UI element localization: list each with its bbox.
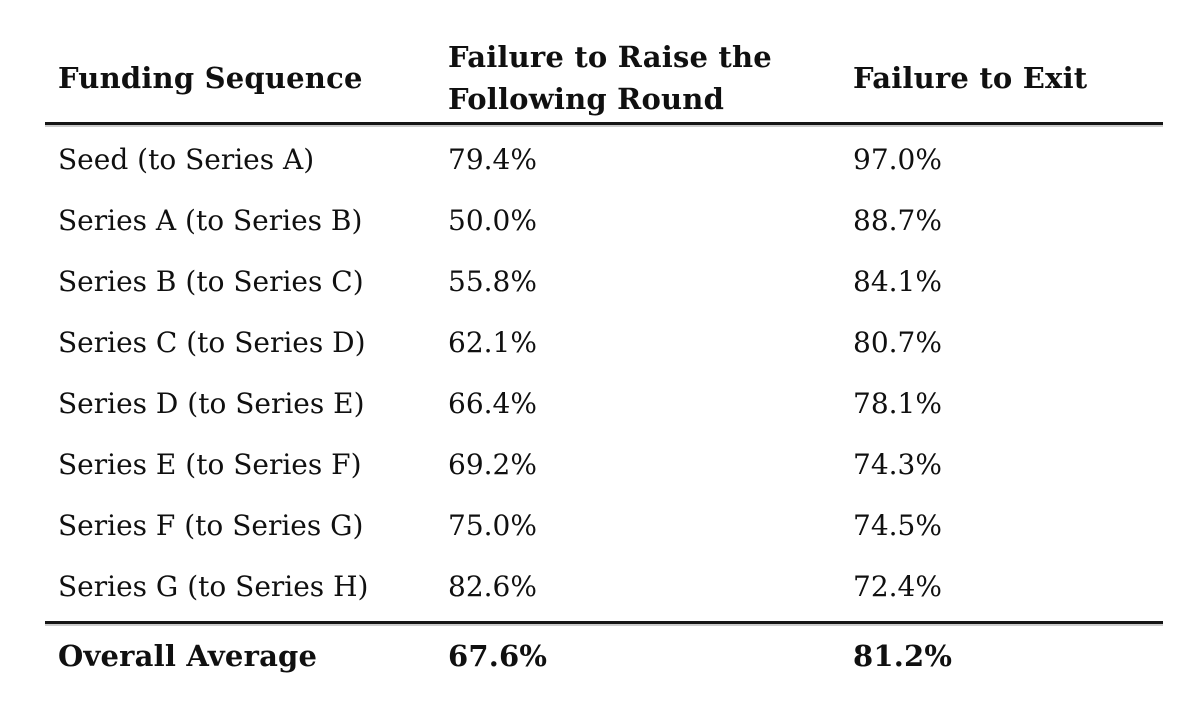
- table-row: Series B (to Series C) 55.8% 84.1%: [0, 251, 1200, 312]
- failure-to-raise-cell: 62.1%: [448, 326, 537, 359]
- funding-failure-rate-table: Funding Sequence Failure to Raise the Fo…: [0, 34, 1200, 688]
- column-header-funding-sequence: Funding Sequence: [58, 61, 363, 95]
- overall-average-failure-to-raise: 67.6%: [448, 639, 548, 673]
- overall-average-label: Overall Average: [58, 639, 318, 673]
- failure-to-exit-cell: 97.0%: [853, 143, 942, 176]
- table-row: Series C (to Series D) 62.1% 80.7%: [0, 312, 1200, 373]
- table-row: Series F (to Series G) 75.0% 74.5%: [0, 495, 1200, 556]
- column-header-failure-to-raise-line2: Following Round: [448, 82, 725, 116]
- table-row: Series D (to Series E) 66.4% 78.1%: [0, 373, 1200, 434]
- failure-to-raise-cell: 79.4%: [448, 143, 537, 176]
- column-header-failure-to-exit: Failure to Exit: [853, 61, 1088, 95]
- failure-to-raise-cell: 75.0%: [448, 509, 537, 542]
- table-row: Series G (to Series H) 82.6% 72.4%: [0, 556, 1200, 617]
- footer-divider-rule: [45, 621, 1163, 624]
- failure-to-raise-cell: 55.8%: [448, 265, 537, 298]
- failure-to-raise-cell: 82.6%: [448, 570, 537, 603]
- overall-average-failure-to-exit: 81.2%: [853, 639, 953, 673]
- table-row: Seed (to Series A) 79.4% 97.0%: [0, 129, 1200, 190]
- failure-to-exit-cell: 72.4%: [853, 570, 942, 603]
- funding-sequence-cell: Series D (to Series E): [58, 387, 365, 420]
- table-row: Series E (to Series F) 69.2% 74.3%: [0, 434, 1200, 495]
- funding-sequence-cell: Series G (to Series H): [58, 570, 369, 603]
- table-header-row: Funding Sequence Failure to Raise the Fo…: [0, 34, 1200, 122]
- failure-to-raise-cell: 66.4%: [448, 387, 537, 420]
- column-header-failure-to-raise: Failure to Raise the Following Round: [448, 36, 853, 120]
- failure-to-exit-cell: 78.1%: [853, 387, 942, 420]
- table-row: Series A (to Series B) 50.0% 88.7%: [0, 190, 1200, 251]
- funding-sequence-cell: Series C (to Series D): [58, 326, 366, 359]
- failure-to-raise-cell: 69.2%: [448, 448, 537, 481]
- failure-to-raise-cell: 50.0%: [448, 204, 537, 237]
- failure-to-exit-cell: 74.3%: [853, 448, 942, 481]
- failure-to-exit-cell: 74.5%: [853, 509, 942, 542]
- failure-to-exit-cell: 88.7%: [853, 204, 942, 237]
- funding-sequence-cell: Series B (to Series C): [58, 265, 364, 298]
- failure-to-exit-cell: 84.1%: [853, 265, 942, 298]
- column-header-failure-to-raise-line1: Failure to Raise the: [448, 40, 772, 74]
- funding-sequence-cell: Series F (to Series G): [58, 509, 364, 542]
- funding-sequence-cell: Seed (to Series A): [58, 143, 315, 176]
- failure-to-exit-cell: 80.7%: [853, 326, 942, 359]
- funding-sequence-cell: Series E (to Series F): [58, 448, 362, 481]
- funding-sequence-cell: Series A (to Series B): [58, 204, 363, 237]
- table-body: Seed (to Series A) 79.4% 97.0% Series A …: [0, 125, 1200, 621]
- table-footer-row: Overall Average 67.6% 81.2%: [0, 624, 1200, 688]
- header-divider-rule: [45, 122, 1163, 125]
